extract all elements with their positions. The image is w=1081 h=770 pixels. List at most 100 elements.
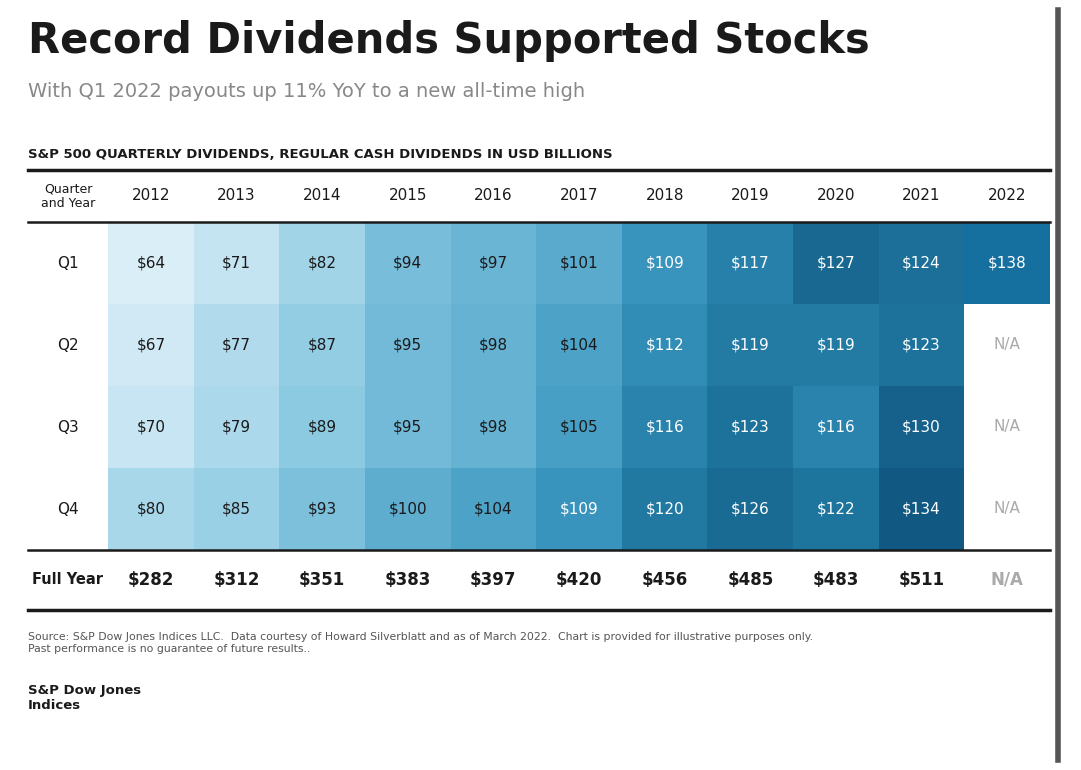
Bar <box>108 170 193 222</box>
Text: N/A: N/A <box>993 501 1020 517</box>
Bar <box>793 468 879 550</box>
Text: 2022: 2022 <box>988 189 1027 203</box>
Text: 2018: 2018 <box>645 189 684 203</box>
Text: $116: $116 <box>645 420 684 434</box>
Bar <box>279 550 365 610</box>
Bar <box>707 550 793 610</box>
Text: S&P 500 QUARTERLY DIVIDENDS, REGULAR CASH DIVIDENDS IN USD BILLIONS: S&P 500 QUARTERLY DIVIDENDS, REGULAR CAS… <box>28 148 613 161</box>
Text: $351: $351 <box>299 571 345 589</box>
Bar <box>451 222 536 304</box>
Bar <box>279 222 365 304</box>
Text: $119: $119 <box>731 337 770 353</box>
Bar <box>622 222 707 304</box>
Bar <box>793 170 879 222</box>
Text: $126: $126 <box>731 501 770 517</box>
Text: S&P Dow Jones
Indices: S&P Dow Jones Indices <box>28 684 142 712</box>
Text: $71: $71 <box>222 256 251 270</box>
Bar <box>964 170 1050 222</box>
Text: $511: $511 <box>898 571 945 589</box>
Bar <box>365 170 451 222</box>
Text: $116: $116 <box>816 420 855 434</box>
Text: Full Year: Full Year <box>32 573 104 588</box>
Bar <box>793 304 879 386</box>
Text: $127: $127 <box>816 256 855 270</box>
Bar <box>193 222 279 304</box>
Text: $82: $82 <box>308 256 336 270</box>
Bar <box>707 468 793 550</box>
Text: $109: $109 <box>645 256 684 270</box>
Bar <box>28 550 108 610</box>
Bar <box>28 468 108 550</box>
Text: $138: $138 <box>988 256 1027 270</box>
Bar <box>451 386 536 468</box>
Bar <box>28 170 108 222</box>
Text: 2015: 2015 <box>388 189 427 203</box>
Text: $93: $93 <box>307 501 336 517</box>
Bar <box>536 468 622 550</box>
Bar <box>707 386 793 468</box>
Text: $123: $123 <box>903 337 940 353</box>
Bar <box>365 304 451 386</box>
Text: $420: $420 <box>556 571 602 589</box>
Bar <box>28 386 108 468</box>
Text: $119: $119 <box>816 337 855 353</box>
Bar <box>707 304 793 386</box>
Text: $80: $80 <box>136 501 165 517</box>
Text: Q3: Q3 <box>57 420 79 434</box>
Bar <box>279 304 365 386</box>
Bar <box>365 468 451 550</box>
Bar <box>365 222 451 304</box>
Text: $122: $122 <box>816 501 855 517</box>
Bar <box>193 304 279 386</box>
Bar <box>879 550 964 610</box>
Text: $77: $77 <box>222 337 251 353</box>
Bar <box>279 170 365 222</box>
Bar <box>793 550 879 610</box>
Text: 2020: 2020 <box>816 189 855 203</box>
Text: $134: $134 <box>903 501 940 517</box>
Bar <box>193 386 279 468</box>
Text: N/A: N/A <box>993 420 1020 434</box>
Bar <box>879 170 964 222</box>
Text: $98: $98 <box>479 337 508 353</box>
Text: $95: $95 <box>393 420 423 434</box>
Bar <box>365 550 451 610</box>
Bar <box>108 386 193 468</box>
Text: $456: $456 <box>641 571 688 589</box>
Text: $397: $397 <box>470 571 517 589</box>
Bar <box>964 550 1050 610</box>
Bar <box>108 222 193 304</box>
Text: $485: $485 <box>728 571 773 589</box>
Text: $94: $94 <box>393 256 423 270</box>
Bar <box>622 468 707 550</box>
Text: N/A: N/A <box>993 337 1020 353</box>
Text: Q1: Q1 <box>57 256 79 270</box>
Bar <box>964 386 1050 468</box>
Text: $64: $64 <box>136 256 165 270</box>
Text: N/A: N/A <box>991 571 1024 589</box>
Text: $130: $130 <box>903 420 940 434</box>
Bar <box>279 386 365 468</box>
Text: Quarter
and Year: Quarter and Year <box>41 182 95 210</box>
Text: $124: $124 <box>903 256 940 270</box>
Text: $120: $120 <box>645 501 684 517</box>
Bar <box>108 468 193 550</box>
Text: $112: $112 <box>645 337 684 353</box>
Bar <box>536 304 622 386</box>
Bar <box>622 170 707 222</box>
Bar <box>536 170 622 222</box>
Bar <box>879 304 964 386</box>
Bar <box>28 304 108 386</box>
Bar <box>879 386 964 468</box>
Text: $117: $117 <box>731 256 770 270</box>
Text: Q2: Q2 <box>57 337 79 353</box>
Bar <box>622 550 707 610</box>
Bar <box>964 222 1050 304</box>
Bar <box>536 222 622 304</box>
Bar <box>193 170 279 222</box>
Text: 2019: 2019 <box>731 189 770 203</box>
Text: $97: $97 <box>479 256 508 270</box>
Text: 2016: 2016 <box>475 189 512 203</box>
Text: $89: $89 <box>307 420 336 434</box>
Text: $104: $104 <box>560 337 598 353</box>
